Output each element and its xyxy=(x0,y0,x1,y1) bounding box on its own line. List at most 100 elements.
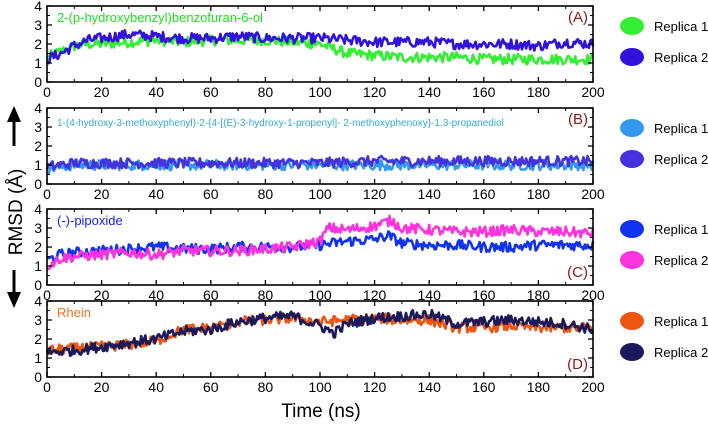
x-tick-label: 120 xyxy=(363,379,387,395)
y-tick-label: 3 xyxy=(34,17,42,33)
x-tick-label: 120 xyxy=(363,186,387,202)
x-tick-label: 100 xyxy=(308,186,332,202)
x-tick-label: 100 xyxy=(308,84,332,100)
series-line-1 xyxy=(45,33,594,66)
y-tick-label: 4 xyxy=(34,100,42,116)
panel-title: (-)-pipoxide xyxy=(57,213,123,228)
legend-swatch xyxy=(620,343,644,361)
x-tick-label: 80 xyxy=(258,84,274,100)
legend-label: Replica 1 xyxy=(654,121,708,136)
x-tick-label: 160 xyxy=(472,84,496,100)
y-tick-label: 2 xyxy=(34,138,42,154)
y-tick-label: 1 xyxy=(34,157,42,173)
x-tick-label: 40 xyxy=(148,84,164,100)
panel-a: 0 20 40 60 80 100 120 140 160 180 200012342-(p-hyd… xyxy=(34,0,708,100)
panel-label: (C) xyxy=(567,264,588,281)
x-tick-label: 60 xyxy=(203,287,219,303)
legend-label: Replica 2 xyxy=(654,345,708,360)
y-axis-label: RMSD (Å) xyxy=(6,169,27,256)
x-tick-label: 0 xyxy=(43,186,51,202)
legend-entry-1: Replica 1 xyxy=(620,312,708,330)
x-tick-label: 200 xyxy=(581,186,605,202)
x-tick-label: 80 xyxy=(258,379,274,395)
legend-entry-2: Replica 2 xyxy=(620,150,708,168)
panel-label: (D) xyxy=(567,356,588,373)
x-tick-label: 180 xyxy=(527,287,551,303)
x-tick-label: 140 xyxy=(418,186,442,202)
panel-title: 1-(4-hydroxy-3-methoxyphenyl)-2-{4-[(E)-… xyxy=(57,118,504,129)
x-tick-label: 60 xyxy=(203,379,219,395)
y-tick-label: 3 xyxy=(34,220,42,236)
x-tick-label: 40 xyxy=(148,186,164,202)
x-tick-label: 40 xyxy=(148,379,164,395)
legend-swatch xyxy=(620,17,644,35)
x-tick-label: 140 xyxy=(418,84,442,100)
series-line-2 xyxy=(45,154,594,171)
series-line-2 xyxy=(45,308,595,358)
legend-swatch xyxy=(620,220,644,238)
x-tick-label: 60 xyxy=(203,84,219,100)
legend-label: Replica 1 xyxy=(654,19,708,34)
series-line-1 xyxy=(46,230,595,263)
x-tick-label: 20 xyxy=(94,84,110,100)
y-axis-arrow-up xyxy=(7,106,21,146)
legend-swatch xyxy=(620,119,644,137)
y-tick-label: 3 xyxy=(34,312,42,328)
x-tick-label: 60 xyxy=(203,186,219,202)
y-tick-label: 2 xyxy=(34,331,42,347)
x-tick-label: 20 xyxy=(94,379,110,395)
x-tick-label: 120 xyxy=(363,287,387,303)
x-tick-label: 120 xyxy=(363,84,387,100)
y-tick-label: 2 xyxy=(34,36,42,52)
y-tick-label: 1 xyxy=(34,350,42,366)
legend-entry-1: Replica 1 xyxy=(620,17,708,35)
panel-label: (A) xyxy=(568,9,588,26)
y-tick-label: 0 xyxy=(34,277,42,293)
legend-swatch xyxy=(620,48,644,66)
x-tick-label: 20 xyxy=(94,287,110,303)
x-tick-label: 160 xyxy=(472,379,496,395)
x-tick-label: 140 xyxy=(418,379,442,395)
legend-entry-2: Replica 2 xyxy=(620,343,708,361)
x-axis-label: Time (ns) xyxy=(281,401,361,422)
panel-title: Rhein xyxy=(57,305,91,320)
legend-entry-2: Replica 2 xyxy=(620,251,708,269)
x-tick-label: 20 xyxy=(94,186,110,202)
y-tick-label: 1 xyxy=(34,258,42,274)
y-tick-label: 1 xyxy=(34,55,42,71)
y-axis-arrow-down xyxy=(7,270,21,308)
x-tick-label: 80 xyxy=(258,287,274,303)
legend-swatch xyxy=(620,251,644,269)
x-tick-label: 0 xyxy=(43,379,51,395)
x-tick-label: 200 xyxy=(581,287,605,303)
x-tick-label: 0 xyxy=(43,84,51,100)
x-tick-label: 0 xyxy=(43,287,51,303)
legend-entry-1: Replica 1 xyxy=(620,220,708,238)
x-tick-label: 160 xyxy=(472,186,496,202)
panel-label: (B) xyxy=(568,111,588,128)
panels: 0 20 40 60 80 100 120 140 160 180 200012342-(p-hyd… xyxy=(34,0,708,395)
y-tick-label: 0 xyxy=(34,369,42,385)
panel-b: 0 20 40 60 80 100 120 140 160 180 200012341-(4-hyd… xyxy=(34,100,708,202)
panel-d: 0 20 40 60 80 100 120 140 160 180 20001234Rhein(D)… xyxy=(34,293,708,395)
legend-swatch xyxy=(620,312,644,330)
y-tick-label: 2 xyxy=(34,239,42,255)
y-tick-label: 0 xyxy=(34,74,42,90)
legend-entry-1: Replica 1 xyxy=(620,119,708,137)
legend-label: Replica 2 xyxy=(654,253,708,268)
legend-swatch xyxy=(620,150,644,168)
legend-label: Replica 1 xyxy=(654,314,708,329)
x-tick-label: 40 xyxy=(148,287,164,303)
y-tick-label: 4 xyxy=(34,293,42,309)
legend-label: Replica 2 xyxy=(654,50,708,65)
legend-label: Replica 2 xyxy=(654,152,708,167)
x-tick-label: 200 xyxy=(581,379,605,395)
x-tick-label: 80 xyxy=(258,186,274,202)
panel-c: 0 20 40 60 80 100 120 140 160 180 20001234(-)-pipo… xyxy=(34,201,708,303)
x-tick-label: 140 xyxy=(418,287,442,303)
x-tick-label: 180 xyxy=(527,379,551,395)
plot-frame xyxy=(46,300,594,378)
x-tick-label: 200 xyxy=(581,84,605,100)
x-tick-label: 160 xyxy=(472,287,496,303)
